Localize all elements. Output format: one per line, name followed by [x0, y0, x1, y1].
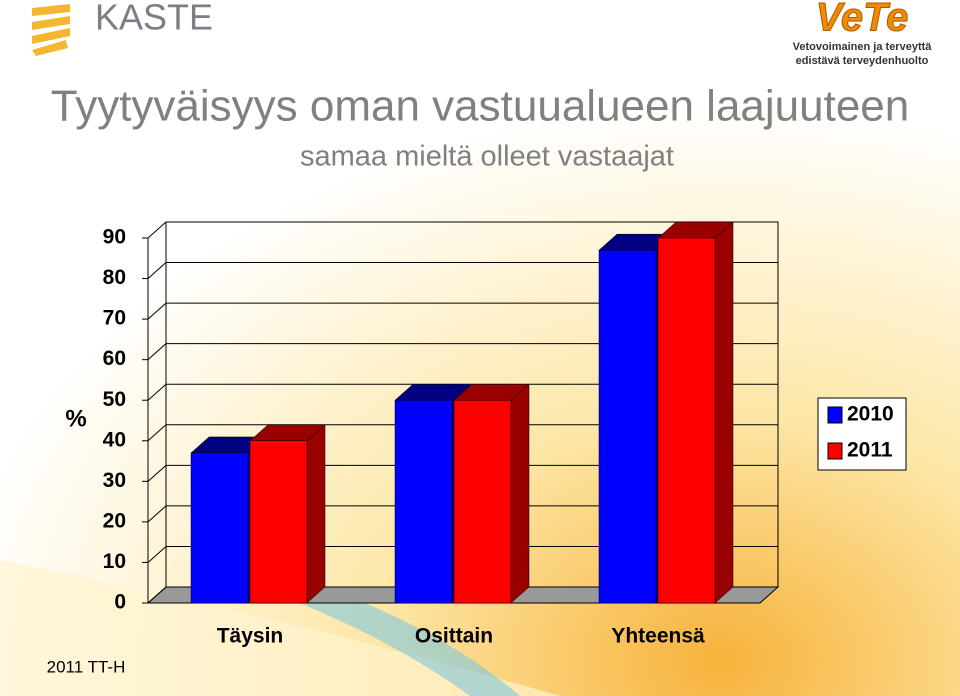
grid-line: [147, 464, 167, 482]
x-tick-label: Yhteensä: [611, 625, 705, 648]
grid-line: [147, 343, 167, 361]
bar-front: [598, 249, 657, 604]
legend-swatch: [827, 442, 843, 460]
bar-front: [190, 452, 249, 604]
chart-subtitle: samaa mieltä olleet vastaajat: [300, 141, 674, 173]
kaste-logo: KASTE: [32, 0, 213, 56]
grid-line: [147, 262, 167, 279]
bar-front: [394, 399, 453, 604]
chart-title: Tyytyväisyys oman vastuualueen laajuutee…: [51, 82, 910, 131]
x-tick-label: Täysin: [217, 625, 284, 648]
y-tick-label: 90: [103, 226, 126, 249]
legend-swatch: [827, 406, 843, 424]
bar-side: [306, 424, 326, 604]
grid-line: [147, 424, 167, 442]
bar: [657, 221, 734, 604]
vete-logo: VeTe: [816, 0, 909, 40]
plot: 0 10 20 30 40 50 60 70 80 90 Täysin Osittain Yhteens…: [103, 221, 780, 648]
grid-line: [147, 586, 167, 604]
legend-label: 2011: [847, 439, 893, 462]
tagline: Vetovoimainen ja terveyttä: [793, 41, 933, 53]
grid-line: [147, 383, 167, 401]
y-tick-label: 50: [103, 388, 126, 411]
bar: [453, 383, 530, 604]
y-tick-label: 60: [103, 347, 126, 370]
bar-side: [510, 383, 530, 604]
legend-label: 2010: [847, 403, 894, 426]
x-tick-label: Osittain: [415, 625, 493, 648]
tagline: edistävä terveydenhuolto: [796, 55, 929, 67]
y-tick-label: 10: [103, 550, 126, 573]
grid-line: [147, 302, 167, 320]
y-tick-label: 20: [103, 509, 126, 532]
grid-line: [147, 505, 167, 523]
y-tick-label: 40: [103, 428, 126, 451]
legend: 2010 2011: [817, 397, 907, 471]
grid-line: [147, 221, 167, 239]
y-tick-label: 30: [103, 469, 126, 492]
grid-line: [147, 546, 167, 563]
y-tick-label: 70: [103, 307, 126, 330]
bar-side: [714, 221, 734, 604]
bar-front: [453, 399, 512, 604]
footer: 2011 TT-H: [47, 657, 126, 676]
bar-front: [657, 237, 716, 604]
y-tick-label: 80: [103, 266, 126, 289]
y-axis-label: %: [65, 405, 86, 432]
logo-mark: [32, 4, 70, 56]
y-tick-label: 0: [114, 591, 126, 614]
logo-text: KASTE: [95, 0, 213, 38]
bar-front: [249, 440, 308, 604]
bar: [249, 424, 326, 604]
